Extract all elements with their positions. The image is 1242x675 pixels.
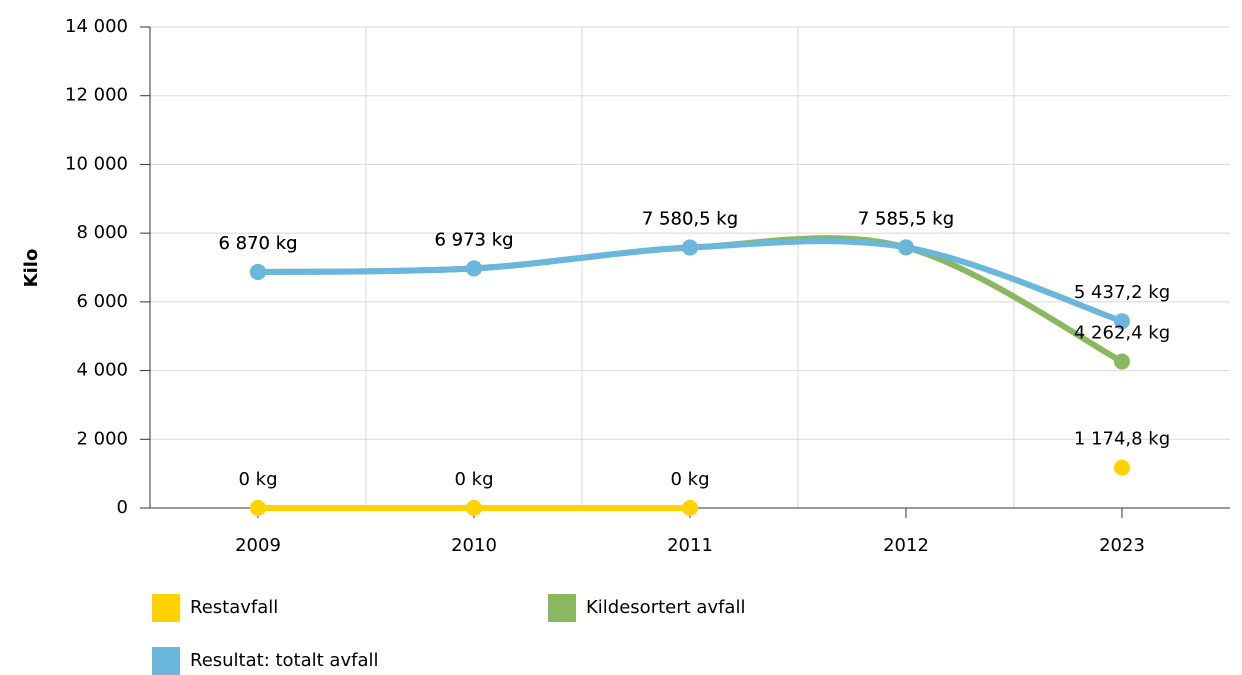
data-label: 6 973 kg <box>434 229 513 250</box>
x-tick-label: 2010 <box>451 535 497 556</box>
data-label: 7 580,5 kg <box>642 209 738 230</box>
data-label: 7 585,5 kg <box>858 208 954 229</box>
y-axis-label: Kilo <box>21 249 42 288</box>
y-tick-label: 12 000 <box>65 85 128 106</box>
data-label: 0 kg <box>454 469 493 490</box>
series-line <box>255 235 1125 365</box>
x-tick-label: 2011 <box>667 535 713 556</box>
legend-label: Resultat: totalt avfall <box>190 650 378 671</box>
y-tick-label: 0 <box>117 497 128 518</box>
point <box>1114 313 1130 330</box>
data-label: 6 870 kg <box>218 233 297 254</box>
data-label: 7 585,5 kg <box>858 208 954 229</box>
data-label: 0 kg <box>238 469 277 490</box>
point <box>682 239 698 256</box>
y-tick-label: 14 000 <box>65 16 128 37</box>
data-label: 0 kg <box>670 469 709 490</box>
y-tick-label: 10 000 <box>65 153 128 174</box>
data-label: 6 870 kg <box>218 233 297 254</box>
data-label: 4 262,4 kg <box>1074 323 1170 344</box>
x-tick-label: 2012 <box>883 535 929 556</box>
data-label: 5 437,2 kg <box>1074 282 1170 303</box>
y-tick-label: 8 000 <box>76 222 128 243</box>
y-tick-label: 2 000 <box>76 428 128 449</box>
legend-swatch <box>152 594 180 622</box>
point <box>466 260 482 277</box>
point <box>1114 459 1130 476</box>
legend-swatch <box>548 594 576 622</box>
point <box>1114 353 1130 370</box>
point <box>250 263 266 280</box>
data-label: 6 973 kg <box>434 229 513 250</box>
data-label: 1 174,8 kg <box>1074 429 1170 450</box>
y-tick-label: 4 000 <box>76 360 128 381</box>
point <box>682 500 698 516</box>
legend-swatch <box>152 647 180 675</box>
legend-label: Restavfall <box>190 597 278 618</box>
x-tick-label: 2023 <box>1099 535 1145 556</box>
point <box>466 500 482 516</box>
legend-label: Kildesortert avfall <box>586 597 745 618</box>
data-label: 7 580,5 kg <box>642 209 738 230</box>
point <box>250 500 266 516</box>
point <box>898 239 914 256</box>
y-tick-label: 6 000 <box>76 291 128 312</box>
x-tick-label: 2009 <box>235 535 281 556</box>
